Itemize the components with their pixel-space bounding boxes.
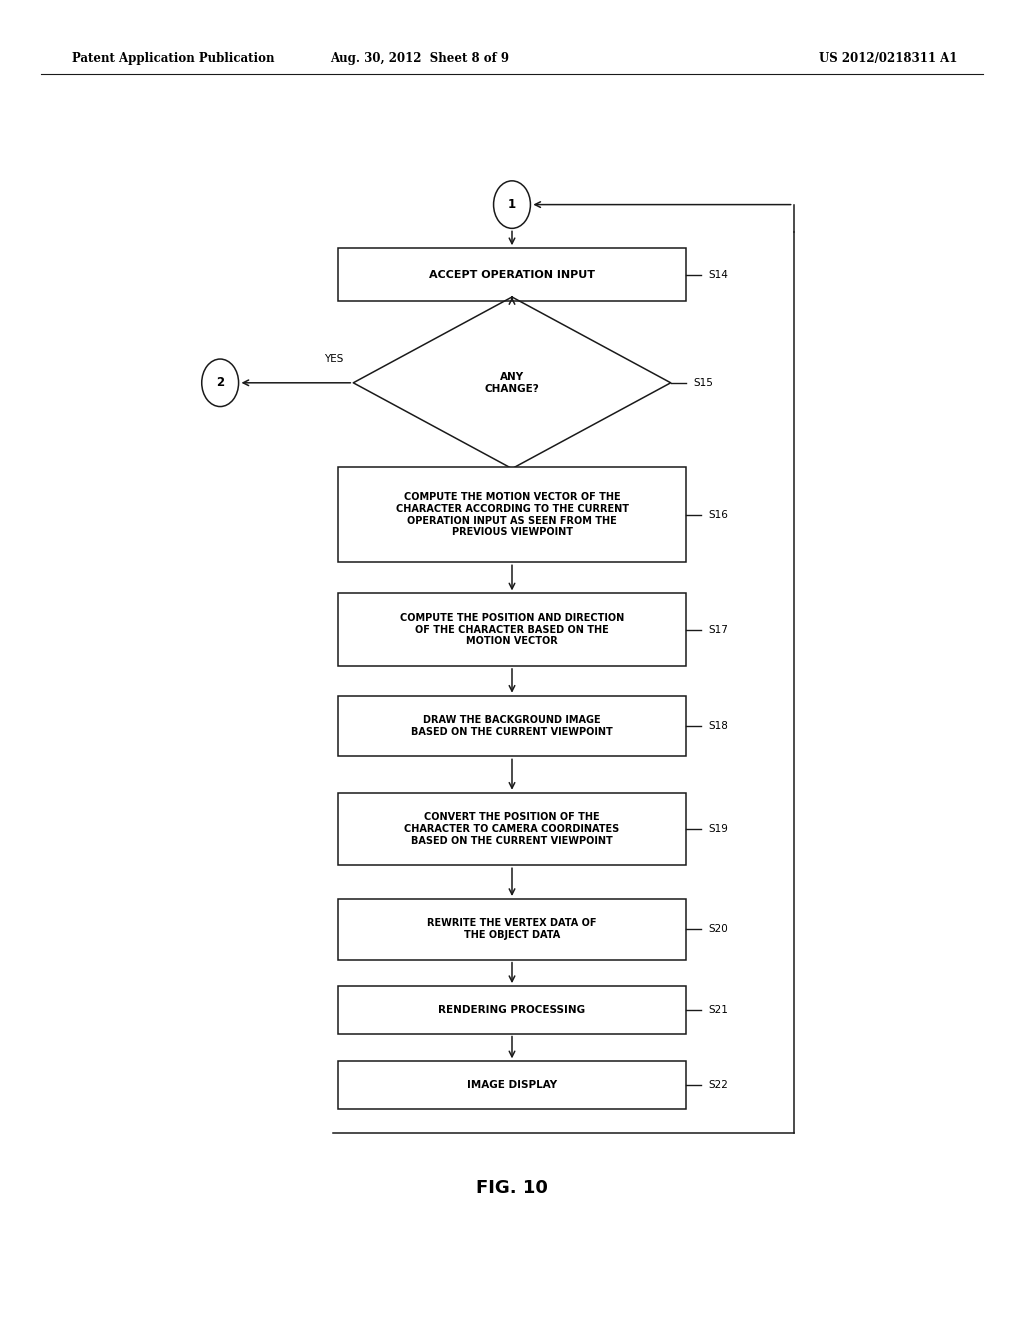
Text: ACCEPT OPERATION INPUT: ACCEPT OPERATION INPUT: [429, 269, 595, 280]
Text: 2: 2: [216, 376, 224, 389]
Text: Patent Application Publication: Patent Application Publication: [72, 51, 274, 65]
Text: S14: S14: [709, 269, 728, 280]
Text: IMAGE DISPLAY: IMAGE DISPLAY: [467, 1080, 557, 1090]
Text: Aug. 30, 2012  Sheet 8 of 9: Aug. 30, 2012 Sheet 8 of 9: [331, 51, 509, 65]
Text: ANY
CHANGE?: ANY CHANGE?: [484, 372, 540, 393]
Text: S15: S15: [693, 378, 713, 388]
Text: YES: YES: [324, 354, 343, 364]
Bar: [338, 899, 686, 960]
Text: DRAW THE BACKGROUND IMAGE
BASED ON THE CURRENT VIEWPOINT: DRAW THE BACKGROUND IMAGE BASED ON THE C…: [411, 715, 613, 737]
Text: S19: S19: [709, 824, 728, 834]
Bar: [338, 986, 686, 1034]
Text: REWRITE THE VERTEX DATA OF
THE OBJECT DATA: REWRITE THE VERTEX DATA OF THE OBJECT DA…: [427, 919, 597, 940]
Text: FIG. 10: FIG. 10: [476, 1179, 548, 1197]
Text: S20: S20: [709, 924, 728, 935]
Text: S16: S16: [709, 510, 728, 520]
Text: S21: S21: [709, 1005, 728, 1015]
Bar: [338, 1061, 686, 1109]
Bar: [338, 248, 686, 301]
Text: NO: NO: [522, 482, 539, 492]
Text: CONVERT THE POSITION OF THE
CHARACTER TO CAMERA COORDINATES
BASED ON THE CURRENT: CONVERT THE POSITION OF THE CHARACTER TO…: [404, 812, 620, 846]
Bar: [338, 467, 686, 562]
Bar: [338, 594, 686, 667]
Text: US 2012/0218311 A1: US 2012/0218311 A1: [819, 51, 957, 65]
Text: S18: S18: [709, 721, 728, 731]
Text: COMPUTE THE MOTION VECTOR OF THE
CHARACTER ACCORDING TO THE CURRENT
OPERATION IN: COMPUTE THE MOTION VECTOR OF THE CHARACT…: [395, 492, 629, 537]
Text: 1: 1: [508, 198, 516, 211]
Bar: [338, 696, 686, 756]
Polygon shape: [353, 297, 671, 469]
Bar: [338, 792, 686, 866]
Text: S17: S17: [709, 624, 728, 635]
Text: COMPUTE THE POSITION AND DIRECTION
OF THE CHARACTER BASED ON THE
MOTION VECTOR: COMPUTE THE POSITION AND DIRECTION OF TH…: [400, 612, 624, 647]
Text: RENDERING PROCESSING: RENDERING PROCESSING: [438, 1005, 586, 1015]
Text: S22: S22: [709, 1080, 728, 1090]
